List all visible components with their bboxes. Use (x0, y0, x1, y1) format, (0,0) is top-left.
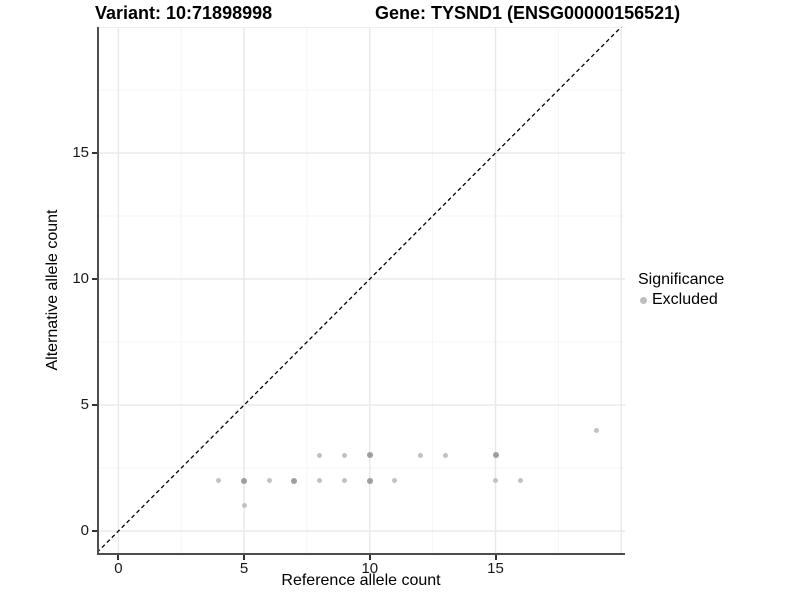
y-tick-mark (92, 530, 97, 533)
y-tick-mark (92, 152, 97, 154)
x-tick-mark (243, 555, 246, 560)
data-point (493, 478, 498, 484)
x-tick-label: 15 (487, 560, 504, 577)
variant-title: Variant: 10:71898998 (95, 3, 273, 23)
identity-line (97, 27, 622, 553)
x-tick-mark (494, 555, 497, 560)
plot-panel (97, 27, 625, 555)
data-point (241, 477, 248, 484)
x-tick-label: 0 (114, 560, 123, 577)
x-tick-mark (117, 555, 120, 560)
data-point (518, 478, 524, 484)
data-point (417, 452, 423, 458)
x-tick-mark (368, 555, 371, 560)
data-point (342, 478, 348, 484)
data-point (442, 452, 448, 458)
data-point (492, 452, 499, 459)
data-point (317, 452, 322, 458)
y-tick-label: 0 (80, 522, 89, 540)
data-point (392, 478, 398, 484)
data-point (593, 427, 599, 433)
data-point (366, 477, 373, 484)
legend-item-label: Excluded (652, 291, 718, 308)
y-tick-mark (92, 404, 97, 407)
data-point (241, 503, 247, 509)
y-tick-mark (92, 278, 97, 281)
data-point (266, 478, 272, 484)
x-axis-title: Reference allele count (281, 572, 441, 589)
legend: Significance Excluded (638, 271, 798, 309)
scatter-points-layer (97, 27, 625, 555)
y-tick-label: 10 (72, 270, 89, 288)
data-point (366, 452, 373, 459)
data-point (216, 478, 222, 484)
data-point (291, 477, 298, 484)
grid-and-identity-line-canvas (97, 27, 625, 555)
data-point (317, 478, 322, 484)
legend-item: Excluded (638, 291, 798, 309)
legend-key-dot-icon (640, 296, 647, 304)
y-tick-label: 15 (72, 144, 89, 161)
y-axis-title: Alternative allele count (44, 209, 61, 371)
x-tick-label: 5 (239, 560, 249, 577)
x-tick-label: 10 (361, 560, 379, 577)
legend-title: Significance (638, 271, 725, 288)
y-tick-label: 5 (80, 396, 89, 414)
legend-items: Excluded (638, 291, 798, 309)
data-point (342, 452, 348, 458)
gene-title: Gene: TYSND1 (ENSG00000156521) (375, 3, 681, 23)
